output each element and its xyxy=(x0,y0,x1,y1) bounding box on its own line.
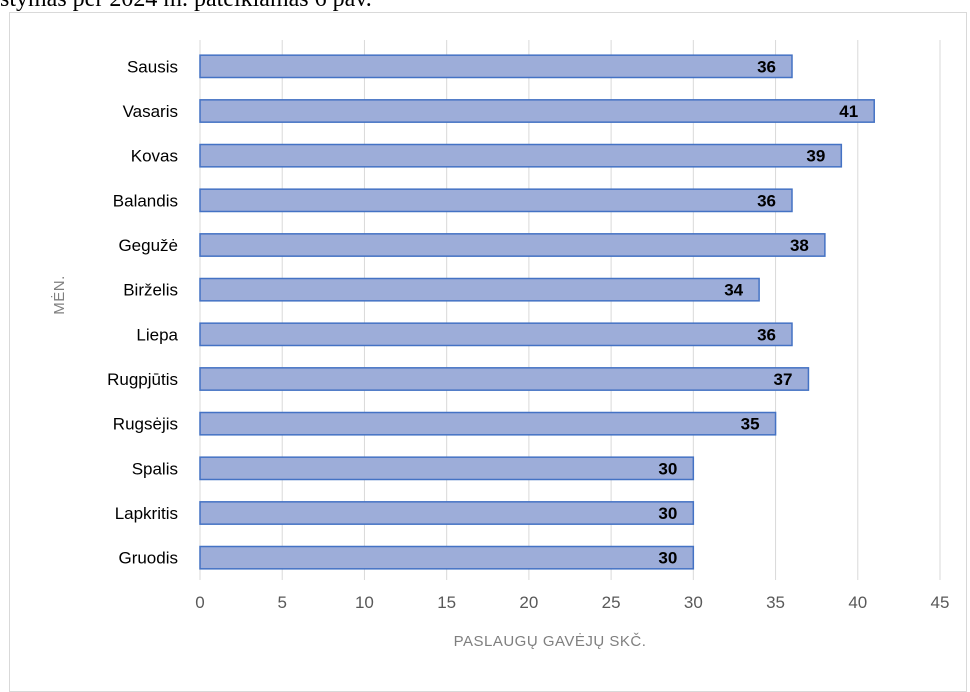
category-label: Kovas xyxy=(131,147,178,166)
data-label: 36 xyxy=(757,191,776,210)
category-label: Vasaris xyxy=(123,102,178,121)
bar xyxy=(200,145,841,167)
bar-chart: 0 5 10 15 20 25 30 35 40 45 Sausis 36 Vasaris 41 Kovas… xyxy=(0,0,970,678)
data-label: 36 xyxy=(757,325,776,344)
bar xyxy=(200,279,759,301)
x-tick-label: 0 xyxy=(195,593,204,612)
bar xyxy=(200,502,693,524)
x-tick-label: 35 xyxy=(766,593,785,612)
data-label: 34 xyxy=(724,281,743,300)
bar xyxy=(200,100,874,122)
x-tick-label: 40 xyxy=(848,593,867,612)
data-label: 30 xyxy=(658,459,677,478)
category-label: Rugpjūtis xyxy=(107,370,178,389)
x-tick-label: 25 xyxy=(602,593,621,612)
category-label: Liepa xyxy=(136,325,178,344)
x-tick-label: 20 xyxy=(519,593,538,612)
bar xyxy=(200,189,792,211)
bar xyxy=(200,457,693,479)
bar xyxy=(200,368,808,390)
data-label: 30 xyxy=(658,549,677,568)
bar xyxy=(200,55,792,77)
y-axis-title: MĖN. xyxy=(50,275,68,315)
category-label: Sausis xyxy=(127,57,178,76)
category-label: Birželis xyxy=(123,281,178,300)
x-tick-label: 45 xyxy=(931,593,950,612)
x-tick-label: 30 xyxy=(684,593,703,612)
x-tick-label: 5 xyxy=(277,593,286,612)
x-tick-label: 10 xyxy=(355,593,374,612)
data-label: 35 xyxy=(741,415,760,434)
bar xyxy=(200,547,693,569)
category-label: Lapkritis xyxy=(115,504,178,523)
category-label: Rugsėjis xyxy=(113,415,178,434)
bar xyxy=(200,234,825,256)
category-label: Spalis xyxy=(132,459,178,478)
bar xyxy=(200,323,792,345)
x-axis-title: PASLAUGŲ GAVĖJŲ SKČ. xyxy=(454,632,647,650)
data-label: 39 xyxy=(806,147,825,166)
x-tick-label: 15 xyxy=(437,593,456,612)
data-label: 38 xyxy=(790,236,809,255)
data-label: 36 xyxy=(757,57,776,76)
category-label: Balandis xyxy=(113,191,178,210)
data-label: 41 xyxy=(839,102,858,121)
data-label: 30 xyxy=(658,504,677,523)
data-label: 37 xyxy=(774,370,793,389)
category-label: Gegužė xyxy=(118,236,178,255)
bar xyxy=(200,413,776,435)
category-label: Gruodis xyxy=(118,549,178,568)
